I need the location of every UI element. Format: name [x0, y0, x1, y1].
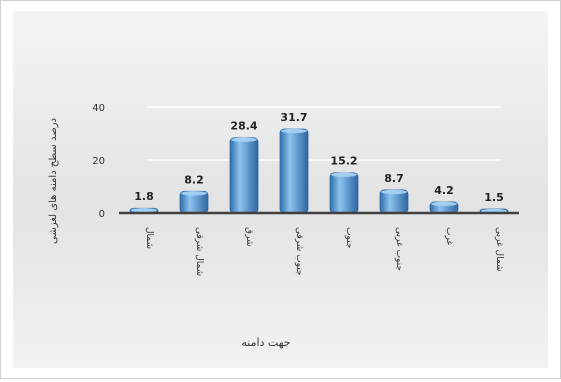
data-label: 8.2	[184, 173, 204, 186]
data-label: 4.2	[434, 184, 454, 197]
bar-top-6	[381, 189, 407, 195]
bar-top-4	[281, 128, 307, 134]
bar-5	[329, 172, 359, 214]
x-tick-label: شمال شرقی	[194, 227, 204, 276]
data-label: 15.2	[330, 155, 357, 168]
x-axis-title: جهت دامنه	[241, 336, 290, 349]
data-label: 28.4	[230, 120, 257, 133]
y-tick-label: 20	[92, 156, 105, 167]
bar-top-3	[231, 137, 257, 142]
data-label: 1.5	[484, 191, 504, 204]
data-label: 1.8	[134, 190, 154, 203]
bar-top-2	[181, 191, 207, 196]
bar-top-7	[431, 201, 457, 207]
y-tick-label: 40	[92, 103, 105, 114]
data-label: 8.7	[384, 172, 404, 185]
y-tick-label: 0	[99, 209, 105, 220]
x-tick-label: شمال	[144, 227, 154, 249]
x-tick-label: غرب	[444, 227, 454, 245]
x-tick-label: جنوب شرقی	[294, 227, 304, 276]
x-tick-label: شرق	[244, 227, 254, 247]
y-axis-title: درصد سطح دامنه های لغزشی	[48, 118, 59, 244]
bar-3	[229, 137, 259, 214]
bar-top-5	[331, 172, 357, 177]
data-label: 31.7	[280, 111, 307, 124]
x-tick-label: جنوب غربی	[394, 227, 404, 271]
x-tick-label: شمال غربی	[494, 227, 504, 272]
x-tick-label: جنوب	[344, 227, 354, 248]
bar-4	[279, 128, 309, 214]
bar-top-1	[131, 208, 157, 213]
